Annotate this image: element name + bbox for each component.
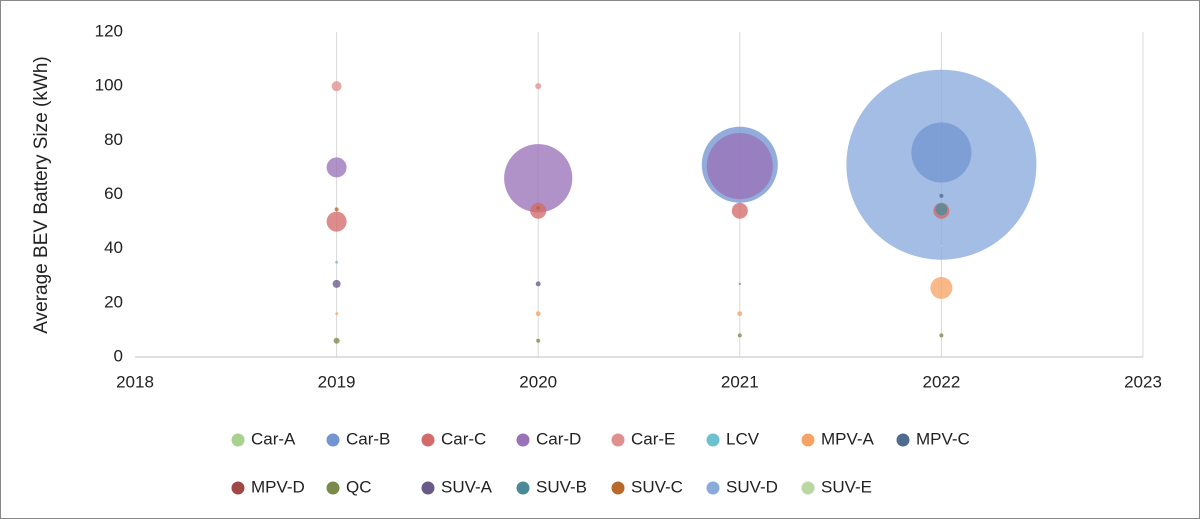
legend-marker bbox=[801, 433, 815, 447]
legend-label: SUV-C bbox=[631, 477, 683, 496]
y-tick-label: 80 bbox=[104, 130, 123, 149]
bubble bbox=[335, 260, 339, 264]
bubble bbox=[939, 193, 944, 198]
y-tick-label: 60 bbox=[104, 184, 123, 203]
legend-marker bbox=[421, 433, 435, 447]
bubble bbox=[334, 207, 339, 212]
bubble bbox=[536, 206, 541, 211]
bubble bbox=[536, 338, 541, 343]
legend-marker bbox=[706, 481, 720, 495]
legend-label: Car-C bbox=[441, 429, 486, 448]
legend-marker bbox=[421, 481, 435, 495]
x-tick-label: 2018 bbox=[116, 372, 154, 391]
legend-label: Car-B bbox=[346, 429, 390, 448]
bubble bbox=[535, 311, 541, 317]
legend-marker bbox=[611, 481, 625, 495]
x-tick-label: 2022 bbox=[922, 372, 960, 391]
bubble bbox=[737, 311, 743, 317]
legend-label: Car-A bbox=[251, 429, 296, 448]
bubble bbox=[326, 157, 347, 178]
legend-marker bbox=[516, 433, 530, 447]
bubble bbox=[935, 203, 948, 216]
bubble bbox=[530, 202, 547, 219]
legend-marker bbox=[516, 481, 530, 495]
legend-marker bbox=[326, 433, 340, 447]
legend-marker bbox=[611, 433, 625, 447]
legend-label: LCV bbox=[726, 429, 760, 448]
legend-marker bbox=[231, 481, 245, 495]
bubble bbox=[930, 276, 953, 299]
legend-marker bbox=[231, 433, 245, 447]
legend-label: SUV-D bbox=[726, 477, 778, 496]
y-tick-label: 100 bbox=[95, 76, 123, 95]
y-tick-label: 20 bbox=[104, 292, 123, 311]
x-tick-label: 2020 bbox=[519, 372, 557, 391]
bubble bbox=[706, 133, 773, 200]
y-tick-label: 120 bbox=[95, 21, 123, 40]
bubble bbox=[939, 333, 944, 338]
y-axis-title: Average BEV Battery Size (kWh) bbox=[31, 56, 52, 333]
x-tick-label: 2019 bbox=[318, 372, 356, 391]
bubble bbox=[332, 279, 341, 288]
bubble bbox=[331, 81, 342, 92]
bubble bbox=[737, 333, 742, 338]
bubble bbox=[535, 83, 542, 90]
x-tick-label: 2023 bbox=[1124, 372, 1162, 391]
bubble bbox=[535, 281, 541, 287]
legend-label: Car-D bbox=[536, 429, 581, 448]
legend-label: MPV-A bbox=[821, 429, 875, 448]
y-tick-label: 40 bbox=[104, 238, 123, 257]
legend-label: Car-E bbox=[631, 429, 675, 448]
legend-label: SUV-E bbox=[821, 477, 872, 496]
y-tick-label: 0 bbox=[114, 346, 123, 365]
legend-label: SUV-B bbox=[536, 477, 587, 496]
legend-label: MPV-D bbox=[251, 477, 305, 496]
legend-label: QC bbox=[346, 477, 372, 496]
bubble bbox=[333, 337, 340, 344]
bubble bbox=[326, 211, 347, 232]
bubble bbox=[335, 312, 339, 316]
bubble bbox=[940, 244, 943, 247]
legend-marker bbox=[326, 481, 340, 495]
x-tick-label: 2021 bbox=[721, 372, 759, 391]
bubble bbox=[504, 144, 573, 213]
legend-marker bbox=[896, 433, 910, 447]
legend-label: SUV-A bbox=[441, 477, 493, 496]
legend-marker bbox=[801, 481, 815, 495]
legend-marker bbox=[706, 433, 720, 447]
legend-label: MPV-C bbox=[916, 429, 970, 448]
bubble bbox=[738, 282, 741, 285]
bubble bbox=[911, 122, 972, 183]
bubble bbox=[731, 202, 748, 219]
